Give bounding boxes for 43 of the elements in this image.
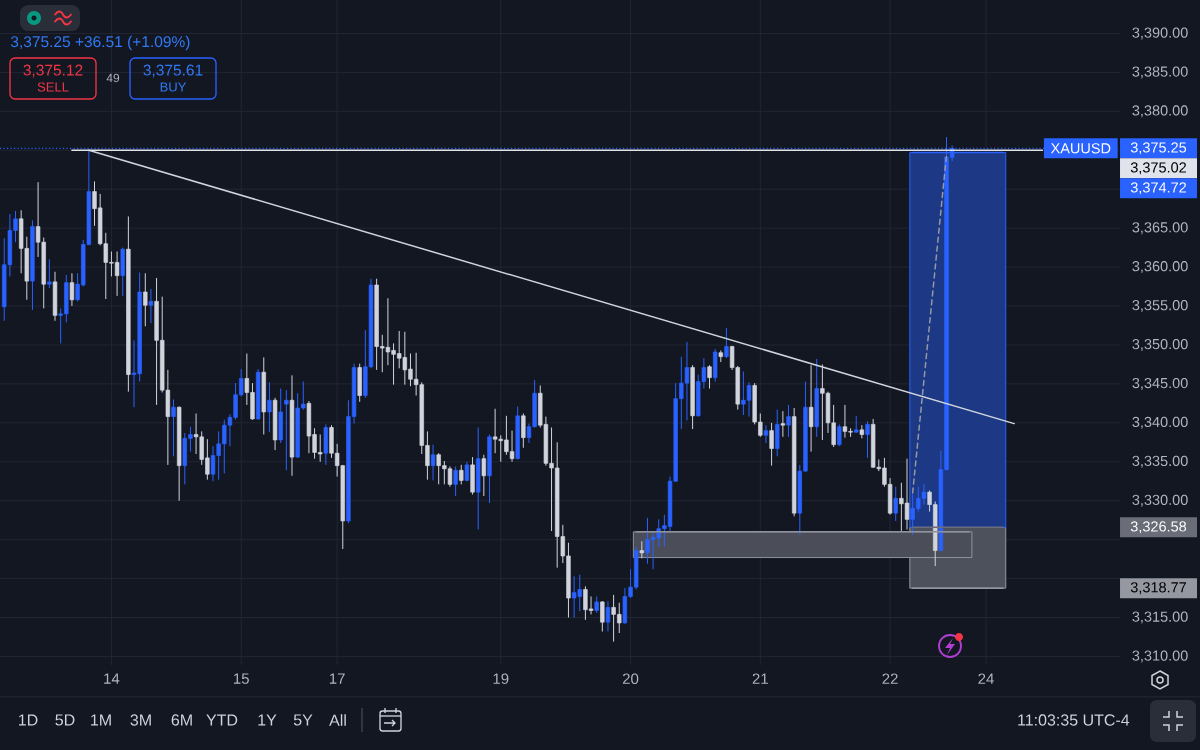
text: 3,375.02 — [1130, 162, 1187, 175]
x-tick-label: 20 — [622, 673, 639, 685]
x-tick-label: 14 — [104, 673, 120, 684]
y-tick-label: 3,310.00 — [1132, 650, 1188, 663]
annotation: BUY — [160, 82, 187, 92]
x-tick-label: 21 — [752, 673, 768, 684]
y-tick-label: 3,350.00 — [1132, 338, 1188, 351]
x-tick-label: 17 — [329, 673, 345, 684]
text: 3M — [130, 714, 151, 726]
y-tick-label: 3,340.00 — [1132, 416, 1188, 429]
text: All — [329, 714, 346, 726]
text: 5Y — [293, 714, 313, 726]
y-tick-label: 3,360.00 — [1132, 261, 1188, 274]
text: 5D — [55, 714, 75, 726]
x-tick-label: 22 — [882, 673, 898, 684]
annotation: 3,375.25 +36.51 (+1.09%) — [10, 35, 190, 51]
y-tick-label: 3,345.00 — [1132, 377, 1188, 390]
y-tick-label: 3,365.00 — [1132, 222, 1188, 235]
annotation: 3,375.61 — [143, 64, 203, 78]
text: 11:03:35 UTC-4 — [1018, 714, 1130, 726]
text: 1M — [91, 714, 111, 726]
annotation: 49 — [106, 73, 120, 83]
annotation: 3,375.12 — [23, 64, 83, 78]
y-tick-label: 3,315.00 — [1132, 611, 1188, 624]
text: YTD — [206, 714, 238, 726]
ref-line-label: 3,375.25 — [1130, 142, 1187, 155]
x-tick-label: 24 — [978, 673, 994, 684]
x-tick-label: 19 — [493, 673, 509, 685]
text: 3,326.58 — [1130, 521, 1187, 534]
y-tick-label: 3,330.00 — [1132, 494, 1188, 507]
y-tick-label: 3,380.00 — [1132, 105, 1188, 118]
text: 3,318.77 — [1130, 582, 1187, 595]
y-tick-label: 3,335.00 — [1132, 455, 1188, 468]
text: 3,374.72 — [1130, 182, 1187, 195]
text: 1D — [19, 714, 38, 726]
y-tick-label: 3,355.00 — [1132, 300, 1188, 313]
annotation: SELL — [37, 82, 69, 92]
y-tick-label: 3,385.00 — [1132, 66, 1188, 79]
annotation: XAUUSD — [1050, 143, 1111, 154]
text: 6M — [171, 714, 192, 726]
text: 1Y — [258, 714, 277, 726]
x-tick-label: 15 — [234, 673, 249, 684]
y-tick-label: 3,390.00 — [1132, 27, 1188, 40]
